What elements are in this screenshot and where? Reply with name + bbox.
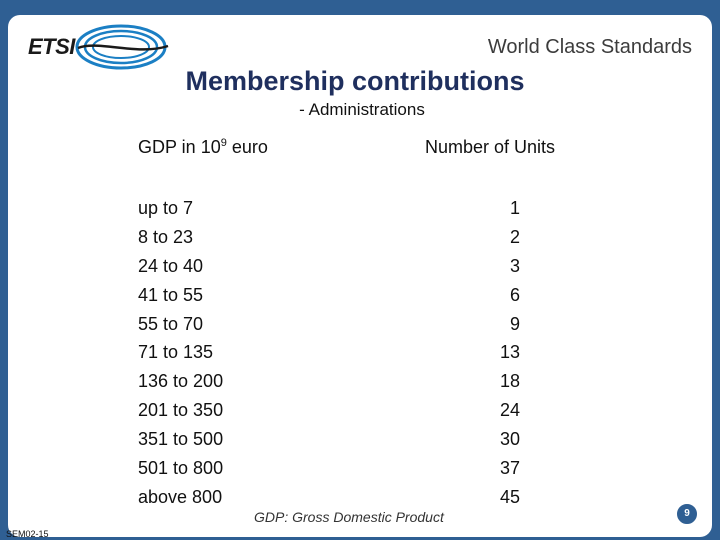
page-title: Membership contributions (0, 66, 720, 97)
page-subtitle-text: - Administrations (299, 100, 425, 119)
units-cell: 3 (509, 255, 520, 276)
slide-panel (8, 15, 712, 537)
gdp-cell: 8 to 23 (138, 226, 194, 247)
gdp-cell: up to 7 (138, 198, 194, 218)
gdp-header-suffix: euro (226, 137, 268, 157)
units-cell: 9 (509, 313, 520, 334)
gdp-cell: above 800 (138, 486, 223, 507)
gdp-cell: 351 to 500 (138, 429, 224, 450)
page-subtitle: - Administrations (0, 100, 720, 120)
gdp-cell: 55 to 70 (138, 313, 204, 334)
gdp-cell: 41 to 55 (138, 284, 204, 305)
units-column: 1 2 3 6 9 13 18 24 30 37 45 (470, 194, 520, 512)
tagline: World Class Standards (487, 36, 692, 58)
gdp-cell: 501 to 800 (138, 458, 224, 479)
footnote: GDP: Gross Domestic Product (254, 509, 444, 525)
gdp-cell: 136 to 200 (138, 371, 224, 392)
gdp-column-header: GDP in 109 euro (138, 137, 268, 158)
etsi-swoosh-icon (75, 24, 169, 70)
units-cell: 24 (499, 400, 520, 421)
units-cell: 37 (499, 458, 520, 479)
gdp-cell: 24 to 40 (138, 255, 204, 276)
gdp-header-exponent: 9 (220, 137, 227, 149)
units-column-header: Number of Units (425, 137, 556, 157)
units-cell: 2 (509, 226, 520, 247)
slide-reference: SEM02-15 (6, 529, 49, 539)
gdp-column: up to 7 8 to 23 24 to 40 41 to 55 55 to … (138, 194, 223, 512)
units-cell: 13 (499, 342, 520, 363)
units-cell: 30 (499, 429, 520, 450)
page-number-badge: 9 (676, 503, 698, 525)
page-title-text: Membership contributions (185, 66, 525, 96)
units-cell: 6 (509, 284, 520, 305)
gdp-cell: 201 to 350 (138, 400, 224, 421)
logo-text: ETSI (28, 34, 75, 59)
gdp-cell: 71 to 135 (138, 342, 214, 363)
units-cell: 18 (499, 371, 520, 392)
gdp-header-text: GDP in 10 (138, 137, 221, 157)
units-cell: 45 (499, 486, 520, 507)
etsi-logo: ETSI (18, 20, 178, 74)
units-cell: 1 (509, 198, 520, 218)
